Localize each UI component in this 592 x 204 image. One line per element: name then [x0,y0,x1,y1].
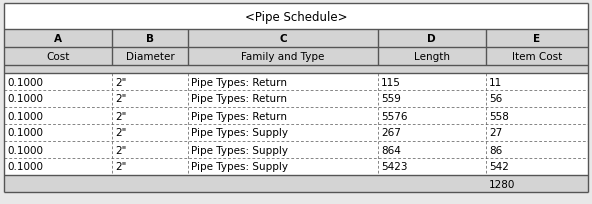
Text: Length: Length [414,52,450,62]
Bar [4,158,112,175]
Bar [378,141,486,158]
Bar [188,141,378,158]
Text: 267: 267 [381,128,401,138]
Bar [112,141,188,158]
Bar [378,48,486,66]
Bar [4,108,112,124]
Text: 0.1000: 0.1000 [7,94,43,104]
Text: 558: 558 [489,111,509,121]
Text: 0.1000: 0.1000 [7,128,43,138]
Text: 0.1000: 0.1000 [7,162,43,172]
Bar [4,74,112,91]
Bar [486,48,588,66]
Text: 864: 864 [381,145,401,155]
Text: 0.1000: 0.1000 [7,111,43,121]
Text: Diameter: Diameter [126,52,175,62]
Text: Pipe Types: Return: Pipe Types: Return [191,111,287,121]
Bar [486,108,588,124]
Text: 2": 2" [115,77,127,87]
Bar [378,124,486,141]
Text: Pipe Types: Supply: Pipe Types: Supply [191,145,288,155]
Text: B: B [146,34,154,44]
Text: Pipe Types: Supply: Pipe Types: Supply [191,162,288,172]
Text: 559: 559 [381,94,401,104]
Bar [112,91,188,108]
Bar [4,124,112,141]
Bar [4,175,588,192]
Text: 2": 2" [115,162,127,172]
Text: 2": 2" [115,94,127,104]
Bar [188,91,378,108]
Bar [112,108,188,124]
Text: A: A [54,34,62,44]
Text: 11: 11 [489,77,502,87]
Text: Item Cost: Item Cost [511,52,562,62]
Bar [486,30,588,48]
Text: Pipe Types: Supply: Pipe Types: Supply [191,128,288,138]
Bar [378,108,486,124]
Bar [112,74,188,91]
Bar [486,74,588,91]
Text: 56: 56 [489,94,502,104]
Bar [486,124,588,141]
Bar [378,30,486,48]
Bar [486,91,588,108]
Bar [378,91,486,108]
Bar [112,158,188,175]
Text: 0.1000: 0.1000 [7,77,43,87]
Text: Pipe Types: Return: Pipe Types: Return [191,77,287,87]
Bar [4,141,112,158]
Bar [188,48,378,66]
Text: E: E [533,34,540,44]
Bar [112,124,188,141]
Text: 542: 542 [489,162,509,172]
Text: 5423: 5423 [381,162,407,172]
Text: 86: 86 [489,145,502,155]
Text: 27: 27 [489,128,502,138]
Bar [188,30,378,48]
Bar [188,158,378,175]
Bar [4,91,112,108]
Text: 1280: 1280 [489,179,515,188]
Text: Cost: Cost [46,52,70,62]
Bar [188,108,378,124]
Bar [4,4,588,30]
Text: <Pipe Schedule>: <Pipe Schedule> [244,10,348,23]
Text: 2": 2" [115,128,127,138]
Text: 0.1000: 0.1000 [7,145,43,155]
Text: D: D [427,34,436,44]
Text: 115: 115 [381,77,401,87]
Bar [112,30,188,48]
Text: 2": 2" [115,145,127,155]
Bar [4,30,112,48]
Bar [112,48,188,66]
Bar [4,66,588,74]
Text: Family and Type: Family and Type [241,52,324,62]
Bar [188,74,378,91]
Bar [188,124,378,141]
Bar [486,141,588,158]
Text: 5576: 5576 [381,111,407,121]
Bar [378,74,486,91]
Bar [486,158,588,175]
Bar [378,158,486,175]
Text: Pipe Types: Return: Pipe Types: Return [191,94,287,104]
Bar [4,48,112,66]
Text: 2": 2" [115,111,127,121]
Text: C: C [279,34,287,44]
